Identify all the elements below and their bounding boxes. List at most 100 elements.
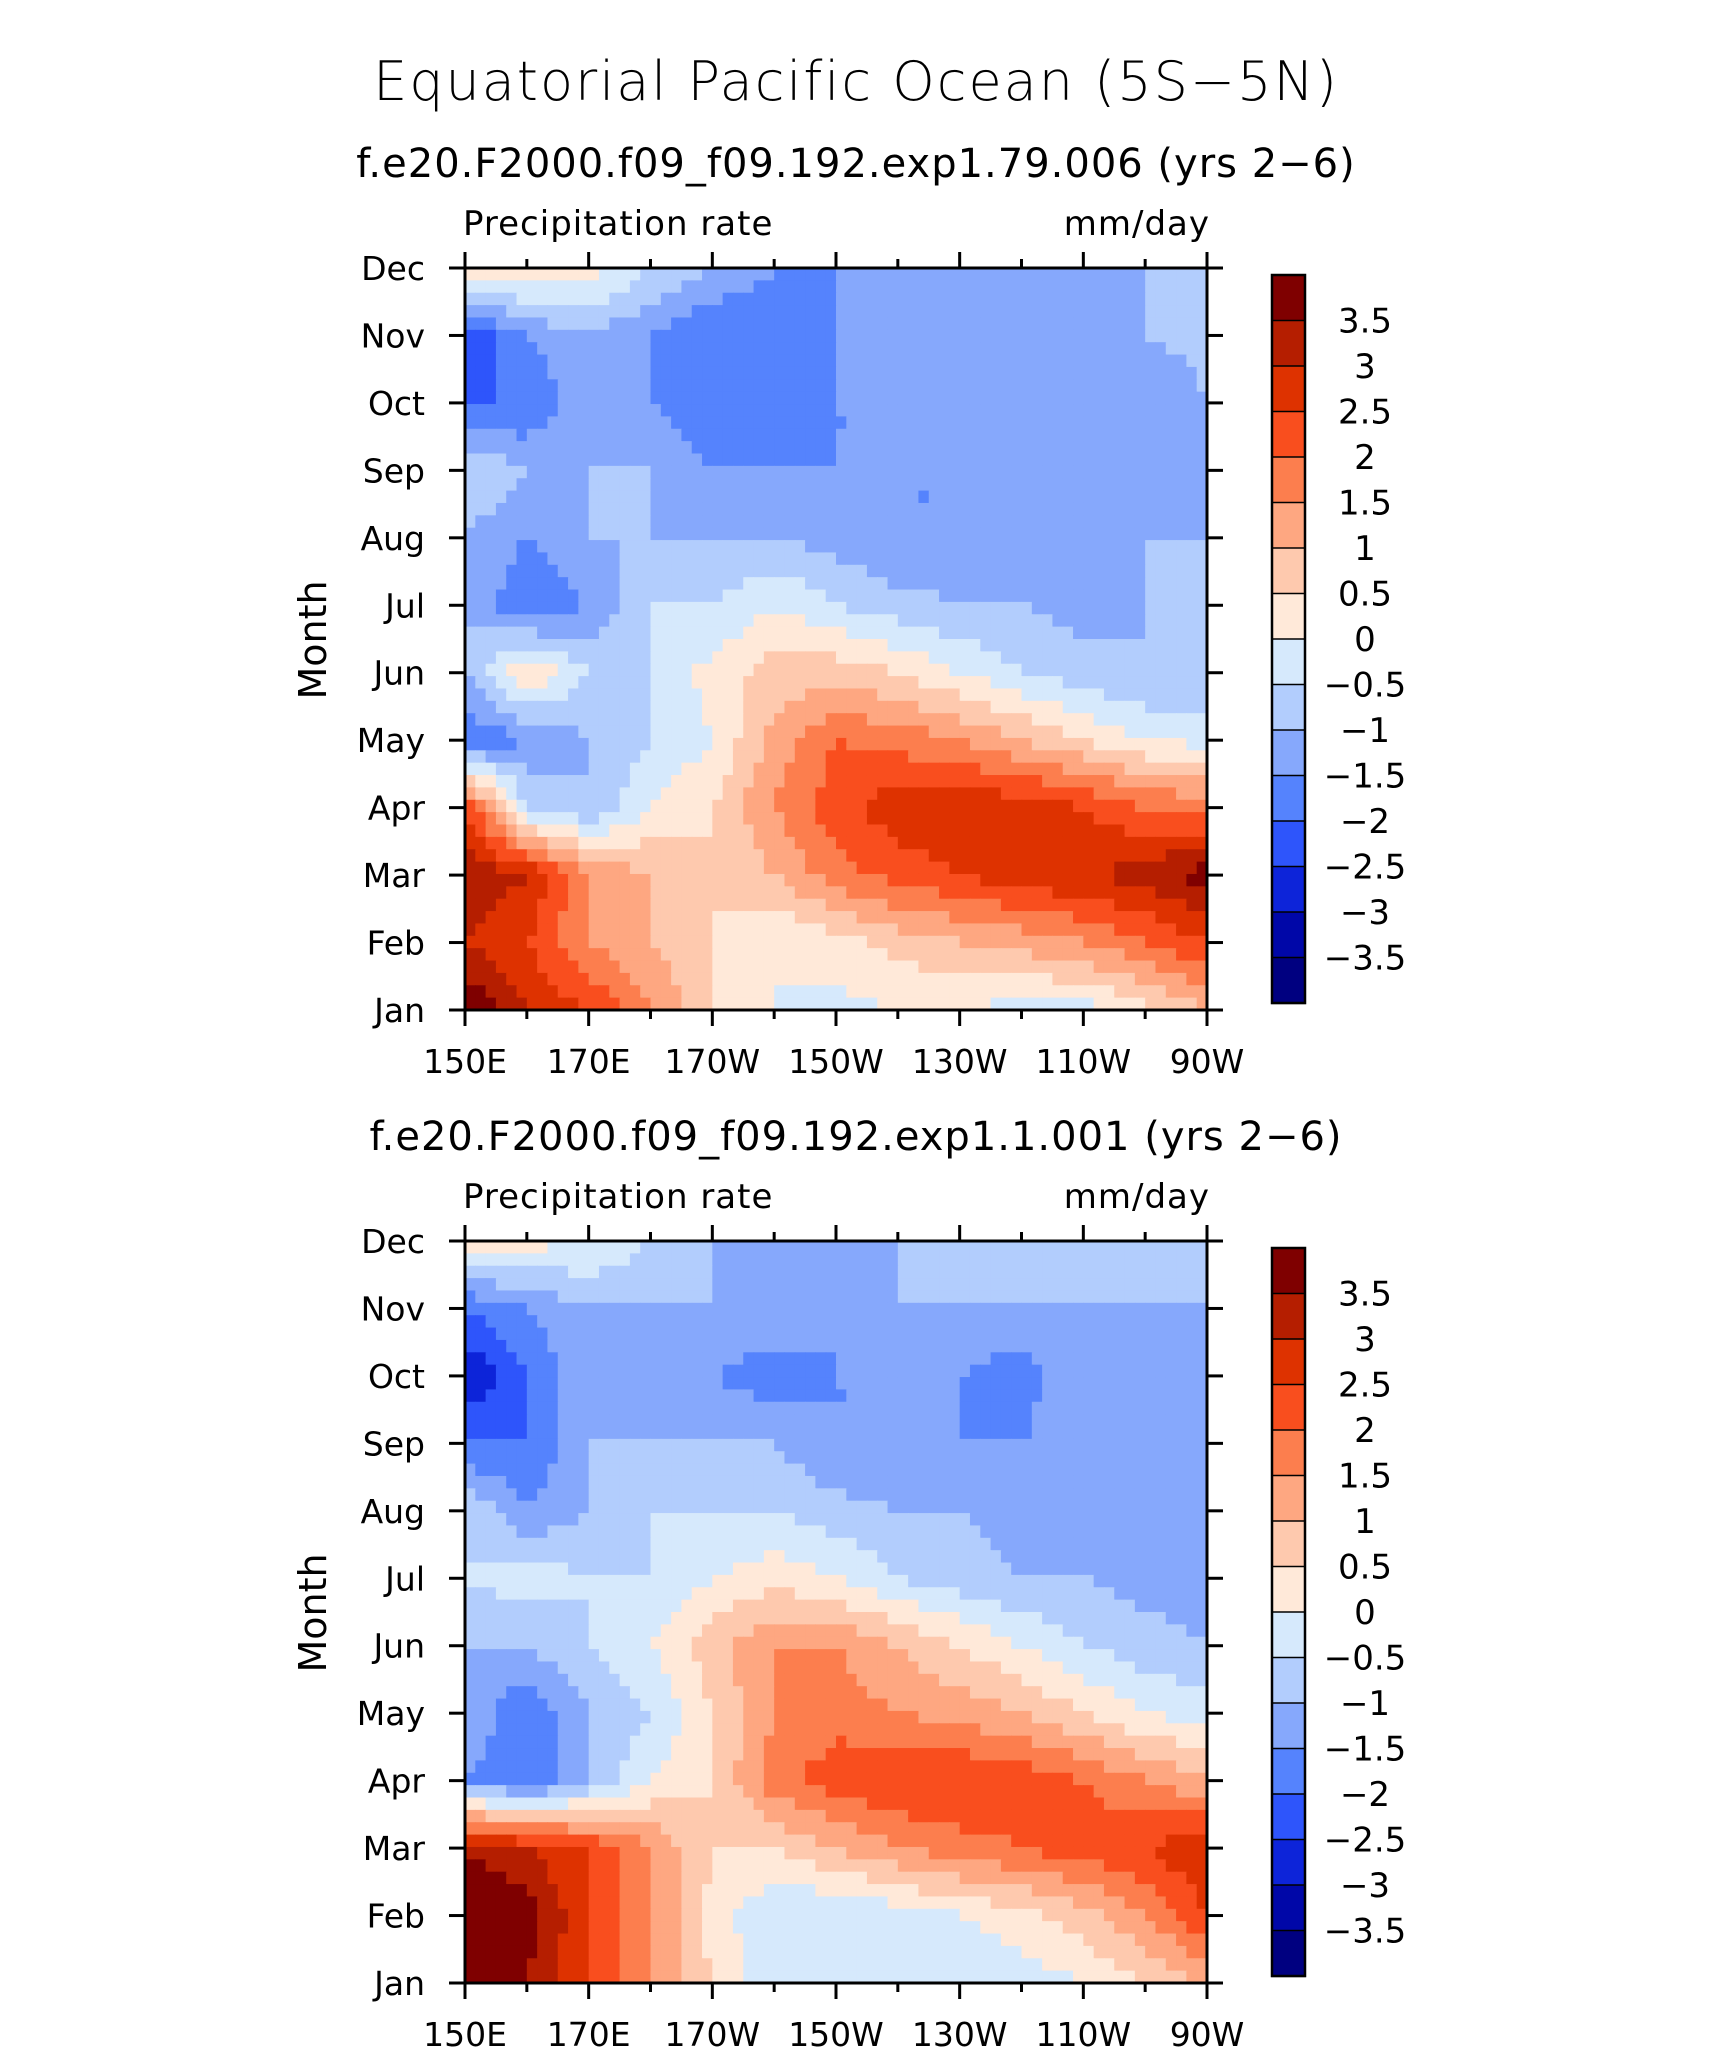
field-cell [475,849,487,863]
field-cell [815,873,827,887]
field-cell [1052,465,1064,479]
field-cell [691,527,703,541]
field-cell [763,515,775,529]
field-cell [537,836,549,850]
field-cell [1145,639,1157,652]
main-title: Equatorial Pacific Ocean (5S−5N) [373,50,1339,113]
field-cell [537,490,549,504]
field-cell [526,750,538,764]
field-cell [526,787,538,801]
field-cell [578,762,590,776]
field-cell [1093,886,1105,900]
field-cell [1000,948,1012,962]
field-cell [547,1241,559,1254]
field-cell [825,861,837,875]
field-cell [949,366,961,380]
field-cell [1196,329,1208,343]
field-cell [485,960,497,974]
field-cell [939,812,950,826]
field-cell [547,502,559,516]
field-cell [928,700,940,714]
field-cell [629,465,641,479]
field-cell [1176,280,1187,294]
field-cell [537,935,549,949]
field-cell [619,317,631,331]
field-cell [650,292,662,306]
field-cell [1155,861,1167,875]
field-cell [660,948,672,962]
field-cell [691,972,703,986]
field-cell [650,849,662,863]
field-cell [753,601,765,615]
field-cell [784,478,796,492]
field-cell [1165,725,1177,739]
field-cell [681,775,693,788]
field-cell [990,502,1002,516]
field-cell [836,799,847,813]
field-cell [908,824,920,838]
field-cell [660,873,672,887]
field-cell [660,1327,672,1341]
field-cell [629,688,641,702]
field-cell [465,873,476,887]
field-cell [495,861,507,875]
field-cell [1093,737,1105,751]
field-cell [794,1302,806,1316]
field-cell [526,441,538,455]
field-cell [1031,515,1043,529]
field-cell [877,478,889,492]
field-cell [866,453,878,467]
field-cell [1134,366,1146,380]
field-cell [1062,342,1074,356]
field-cell [784,985,796,999]
field-cell [495,577,507,591]
field-cell [465,540,476,554]
field-cell [537,366,549,380]
field-cell [732,997,744,1011]
field-cell [629,787,641,801]
field-cell [588,836,600,850]
field-cell [485,688,497,702]
field-cell [547,1278,559,1292]
field-cell [660,366,672,380]
field-cell [578,836,590,850]
field-cell [1083,404,1095,417]
field-cell [887,849,899,863]
field-cell [1042,366,1054,380]
field-cell [908,478,920,492]
field-cell [588,589,600,603]
field-cell [1000,404,1012,417]
field-cell [1196,812,1208,826]
field-cell [1052,1327,1064,1341]
field-cell [516,317,528,331]
field-cell [1021,391,1033,405]
field-cell [836,540,847,554]
field-cell [743,428,755,442]
field-cell [763,1315,775,1329]
field-cell [598,911,610,925]
field-cell [732,762,744,776]
field-cell [650,305,662,319]
field-cell [1103,527,1115,541]
field-cell [671,898,683,912]
field-cell [743,366,755,380]
field-cell [1062,305,1074,319]
field-cell [526,960,538,974]
field-cell [918,614,930,628]
field-cell [928,428,940,442]
field-cell [877,700,889,714]
field-cell [897,1278,909,1292]
field-cell [1021,601,1033,615]
field-cell [805,428,816,442]
field-cell [856,515,868,529]
field-cell [702,268,713,281]
field-cell [774,1302,786,1316]
field-cell [485,948,497,962]
field-cell [1083,1278,1095,1292]
field-cell [1124,873,1136,887]
field-cell [887,490,899,504]
field-cell [1196,268,1208,281]
field-cell [928,873,940,887]
x-tick-label: 170E [547,1042,631,1081]
field-cell [557,935,569,949]
